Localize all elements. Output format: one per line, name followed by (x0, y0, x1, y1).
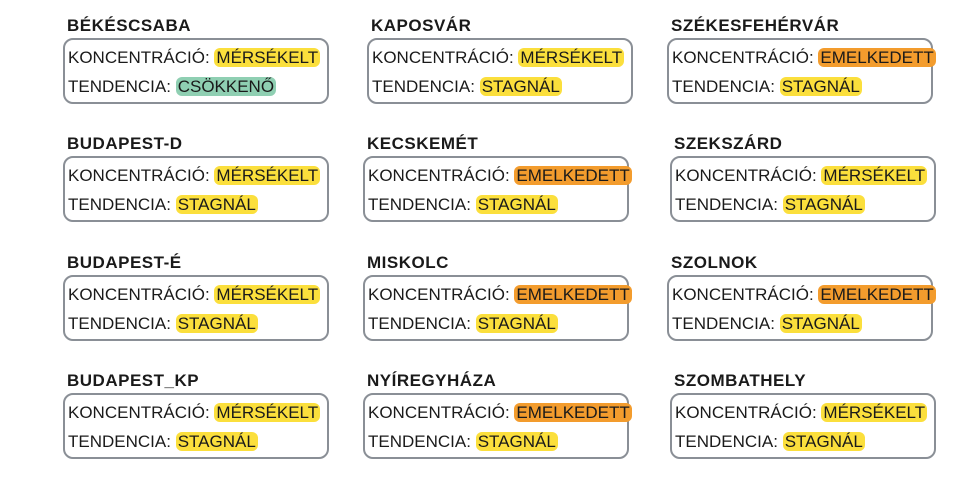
trend-row: TENDENCIA: STAGNÁL (675, 194, 865, 216)
concentration-label: KONCENTRÁCIÓ: (672, 285, 814, 304)
concentration-label: KONCENTRÁCIÓ: (68, 285, 210, 304)
station-box: KONCENTRÁCIÓ: EMELKEDETT TENDENCIA: STAG… (667, 38, 936, 104)
concentration-badge: MÉRSÉKELT (821, 166, 928, 185)
trend-label: TENDENCIA: (368, 314, 471, 333)
concentration-row: KONCENTRÁCIÓ: EMELKEDETT (368, 165, 632, 187)
concentration-row: KONCENTRÁCIÓ: MÉRSÉKELT (372, 47, 625, 69)
station-box: KONCENTRÁCIÓ: EMELKEDETT TENDENCIA: STAG… (363, 393, 632, 459)
trend-badge: STAGNÁL (782, 195, 865, 214)
station-box: KONCENTRÁCIÓ: MÉRSÉKELT TENDENCIA: STAGN… (670, 156, 936, 222)
concentration-badge: EMELKEDETT (818, 48, 936, 67)
city-name: KAPOSVÁR (371, 16, 472, 35)
city-name: SZOLNOK (671, 253, 758, 272)
trend-badge: STAGNÁL (475, 432, 558, 451)
trend-label: TENDENCIA: (372, 77, 475, 96)
trend-badge: STAGNÁL (779, 314, 862, 333)
trend-row: TENDENCIA: STAGNÁL (672, 76, 862, 98)
city-name: SZEKSZÁRD (674, 134, 783, 153)
trend-label: TENDENCIA: (68, 314, 171, 333)
trend-badge: STAGNÁL (175, 314, 258, 333)
trend-badge: STAGNÁL (782, 432, 865, 451)
concentration-row: KONCENTRÁCIÓ: MÉRSÉKELT (68, 402, 321, 424)
concentration-badge: EMELKEDETT (818, 285, 936, 304)
concentration-badge: MÉRSÉKELT (214, 48, 321, 67)
concentration-row: KONCENTRÁCIÓ: MÉRSÉKELT (68, 47, 321, 69)
concentration-row: KONCENTRÁCIÓ: EMELKEDETT (368, 402, 632, 424)
trend-row: TENDENCIA: CSÖKKENŐ (68, 76, 277, 98)
trend-label: TENDENCIA: (68, 432, 171, 451)
trend-row: TENDENCIA: STAGNÁL (368, 313, 558, 335)
station-box: KONCENTRÁCIÓ: EMELKEDETT TENDENCIA: STAG… (363, 275, 632, 341)
trend-row: TENDENCIA: STAGNÁL (368, 431, 558, 453)
concentration-label: KONCENTRÁCIÓ: (68, 403, 210, 422)
trend-badge: STAGNÁL (175, 432, 258, 451)
trend-label: TENDENCIA: (675, 195, 778, 214)
concentration-badge: MÉRSÉKELT (214, 403, 321, 422)
city-name: MISKOLC (367, 253, 449, 272)
station-box: KONCENTRÁCIÓ: EMELKEDETT TENDENCIA: STAG… (363, 156, 632, 222)
trend-row: TENDENCIA: STAGNÁL (372, 76, 562, 98)
trend-badge: STAGNÁL (779, 77, 862, 96)
concentration-row: KONCENTRÁCIÓ: EMELKEDETT (672, 47, 936, 69)
trend-row: TENDENCIA: STAGNÁL (368, 194, 558, 216)
concentration-badge: MÉRSÉKELT (214, 285, 321, 304)
trend-label: TENDENCIA: (675, 432, 778, 451)
city-name: NYÍREGYHÁZA (367, 371, 497, 390)
trend-label: TENDENCIA: (672, 77, 775, 96)
city-name: SZOMBATHELY (674, 371, 807, 390)
trend-label: TENDENCIA: (68, 77, 171, 96)
concentration-label: KONCENTRÁCIÓ: (368, 403, 510, 422)
trend-badge: STAGNÁL (175, 195, 258, 214)
concentration-label: KONCENTRÁCIÓ: (672, 48, 814, 67)
city-name: KECSKEMÉT (367, 134, 479, 153)
concentration-row: KONCENTRÁCIÓ: MÉRSÉKELT (68, 165, 321, 187)
trend-label: TENDENCIA: (68, 195, 171, 214)
concentration-badge: EMELKEDETT (514, 166, 632, 185)
trend-row: TENDENCIA: STAGNÁL (68, 194, 258, 216)
concentration-row: KONCENTRÁCIÓ: MÉRSÉKELT (675, 165, 928, 187)
concentration-badge: EMELKEDETT (514, 285, 632, 304)
concentration-label: KONCENTRÁCIÓ: (368, 285, 510, 304)
station-box: KONCENTRÁCIÓ: MÉRSÉKELT TENDENCIA: STAGN… (63, 393, 329, 459)
concentration-label: KONCENTRÁCIÓ: (368, 166, 510, 185)
concentration-row: KONCENTRÁCIÓ: EMELKEDETT (672, 284, 936, 306)
city-name: BUDAPEST-D (67, 134, 183, 153)
trend-badge: CSÖKKENŐ (175, 77, 277, 96)
concentration-label: KONCENTRÁCIÓ: (68, 48, 210, 67)
city-name: SZÉKESFEHÉRVÁR (671, 16, 840, 35)
trend-label: TENDENCIA: (672, 314, 775, 333)
city-name: BÉKÉSCSABA (67, 16, 192, 35)
trend-row: TENDENCIA: STAGNÁL (68, 431, 258, 453)
trend-badge: STAGNÁL (479, 77, 562, 96)
trend-label: TENDENCIA: (368, 195, 471, 214)
station-box: KONCENTRÁCIÓ: MÉRSÉKELT TENDENCIA: STAGN… (367, 38, 633, 104)
station-box: KONCENTRÁCIÓ: MÉRSÉKELT TENDENCIA: CSÖKK… (63, 38, 329, 104)
concentration-label: KONCENTRÁCIÓ: (675, 403, 817, 422)
concentration-row: KONCENTRÁCIÓ: MÉRSÉKELT (675, 402, 928, 424)
station-box: KONCENTRÁCIÓ: MÉRSÉKELT TENDENCIA: STAGN… (63, 156, 329, 222)
trend-label: TENDENCIA: (368, 432, 471, 451)
concentration-row: KONCENTRÁCIÓ: MÉRSÉKELT (68, 284, 321, 306)
concentration-badge: MÉRSÉKELT (518, 48, 625, 67)
trend-row: TENDENCIA: STAGNÁL (68, 313, 258, 335)
city-name: BUDAPEST-É (67, 253, 182, 272)
city-name: BUDAPEST_KP (67, 371, 200, 390)
station-box: KONCENTRÁCIÓ: MÉRSÉKELT TENDENCIA: STAGN… (63, 275, 329, 341)
concentration-badge: MÉRSÉKELT (821, 403, 928, 422)
trend-row: TENDENCIA: STAGNÁL (675, 431, 865, 453)
trend-row: TENDENCIA: STAGNÁL (672, 313, 862, 335)
concentration-badge: EMELKEDETT (514, 403, 632, 422)
concentration-badge: MÉRSÉKELT (214, 166, 321, 185)
trend-badge: STAGNÁL (475, 314, 558, 333)
concentration-label: KONCENTRÁCIÓ: (675, 166, 817, 185)
concentration-label: KONCENTRÁCIÓ: (372, 48, 514, 67)
station-box: KONCENTRÁCIÓ: MÉRSÉKELT TENDENCIA: STAGN… (670, 393, 936, 459)
trend-badge: STAGNÁL (475, 195, 558, 214)
concentration-row: KONCENTRÁCIÓ: EMELKEDETT (368, 284, 632, 306)
station-box: KONCENTRÁCIÓ: EMELKEDETT TENDENCIA: STAG… (667, 275, 936, 341)
concentration-label: KONCENTRÁCIÓ: (68, 166, 210, 185)
